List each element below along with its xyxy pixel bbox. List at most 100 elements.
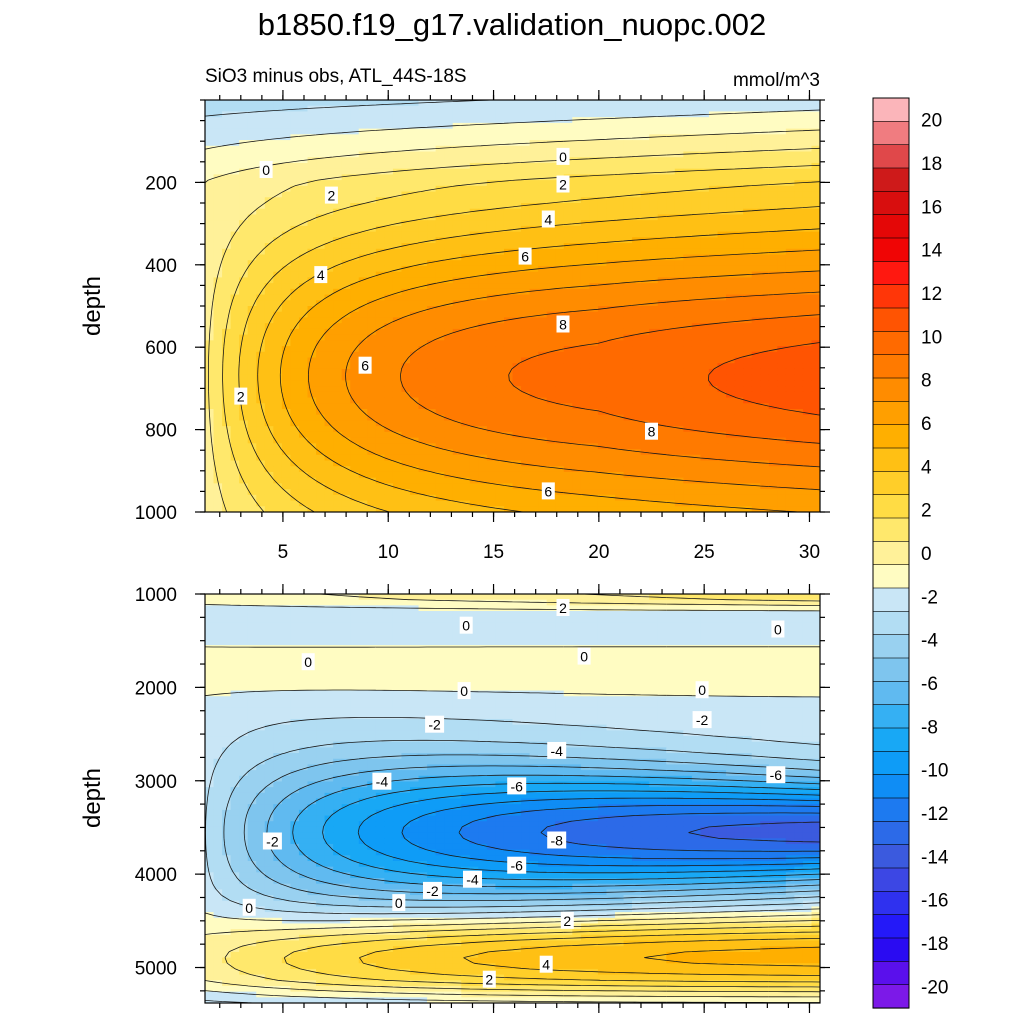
contour-fill-cell (273, 340, 283, 347)
contour-fill-cell (256, 334, 266, 341)
contour-fill-cell (589, 431, 599, 439)
contour-fill-cell (486, 197, 497, 204)
contour-fill-cell (384, 306, 394, 313)
contour-fill-cell (256, 220, 266, 227)
contour-fill-cell (452, 368, 462, 376)
contour-fill-cell (503, 105, 514, 113)
contour-fill-cell (239, 140, 249, 147)
contour-fill-cell (691, 243, 702, 250)
contour-fill-cell (230, 351, 240, 359)
contour-fill-cell (239, 471, 249, 479)
contour-fill-cell (375, 203, 385, 210)
contour-fill-cell (469, 317, 479, 324)
contour-fill-cell (256, 471, 266, 479)
contour-fill-cell (230, 300, 240, 307)
contour-fill-cell (367, 231, 377, 238)
contour-fill-cell (734, 168, 744, 175)
contour-fill-cell (452, 397, 462, 404)
contour-fill-cell (290, 157, 300, 164)
contour-fill-cell (281, 323, 292, 330)
contour-fill-cell (452, 271, 462, 278)
contour-fill-cell (247, 431, 257, 439)
contour-fill-cell (358, 243, 368, 250)
contour-fill-cell (794, 414, 804, 422)
contour-fill-cell (700, 340, 710, 347)
contour-fill-cell (760, 449, 770, 456)
contour-fill-cell (486, 134, 497, 141)
contour-fill-cell (512, 254, 522, 261)
contour-fill-cell (273, 145, 283, 153)
contour-fill-cell (316, 300, 326, 307)
contour-fill-cell (674, 225, 684, 233)
contour-fill-cell (427, 191, 437, 198)
contour-fill-cell (794, 180, 804, 187)
contour-fill-cell (418, 157, 428, 164)
contour-fill-cell (538, 174, 548, 181)
contour-fill-cell (666, 357, 676, 364)
contour-fill-cell (811, 214, 820, 221)
contour-fill-cell (213, 489, 223, 496)
contour-fill-cell (469, 426, 479, 433)
contour-fill-cell (452, 340, 462, 347)
contour-fill-cell (615, 460, 625, 467)
contour-fill-cell (384, 340, 394, 347)
contour-fill-cell (597, 277, 608, 284)
contour-fill-cell (563, 105, 573, 113)
contour-fill-cell (418, 254, 428, 261)
contour-fill-cell (632, 357, 642, 364)
contour-fill-cell (307, 151, 317, 158)
contour-fill-cell (512, 260, 522, 267)
contour-fill-cell (264, 460, 274, 467)
contour-fill-cell (264, 437, 274, 444)
contour-fill-cell (640, 151, 650, 158)
contour-fill-cell (410, 391, 420, 399)
contour-fill-cell (794, 471, 804, 479)
contour-fill-cell (298, 111, 309, 118)
contour-fill-cell (427, 174, 437, 181)
contour-fill-cell (743, 168, 753, 175)
contour-fill-cell (589, 122, 599, 130)
contour-fill-cell (367, 174, 377, 181)
contour-fill-cell (469, 157, 479, 164)
contour-fill-cell (606, 368, 616, 376)
contour-fill-cell (333, 409, 343, 416)
contour-fill-cell (563, 283, 573, 290)
contour-fill-cell (367, 168, 377, 175)
contour-fill-cell (674, 208, 684, 216)
contour-fill-cell (589, 363, 599, 370)
contour-fill-cell (444, 363, 454, 370)
contour-fill-cell (691, 174, 702, 181)
contour-fill-cell (546, 128, 556, 135)
contour-fill-cell (760, 466, 770, 473)
contour-fill-cell (281, 449, 292, 456)
contour-fill-cell (768, 157, 778, 164)
contour-fill-cell (623, 311, 633, 319)
contour-fill-cell (708, 157, 719, 164)
contour-fill-cell (384, 363, 394, 370)
contour-fill-cell (486, 157, 497, 164)
contour-fill-cell (708, 254, 719, 261)
contour-fill-cell (683, 145, 693, 153)
contour-fill-cell (717, 265, 727, 273)
contour-fill-cell (341, 443, 351, 450)
contour-fill-cell (367, 134, 377, 141)
contour-fill-cell (230, 294, 240, 301)
contour-fill-cell (316, 311, 326, 319)
contour-fill-cell (717, 237, 727, 244)
contour-fill-cell (452, 117, 462, 124)
contour-fill-cell (401, 151, 411, 158)
contour-fill-cell (683, 225, 693, 233)
contour-fill-cell (495, 403, 505, 410)
contour-fill-cell (298, 311, 309, 319)
contour-fill-cell (691, 180, 702, 187)
contour-fill-cell (751, 140, 761, 147)
contour-fill-cell (324, 397, 334, 404)
contour-fill-cell (572, 140, 582, 147)
contour-fill-cell (256, 420, 266, 427)
contour-fill-cell (418, 317, 428, 324)
contour-fill-cell (640, 489, 650, 496)
contour-fill-cell (486, 386, 497, 393)
contour-fill-cell (734, 380, 744, 387)
contour-fill-cell (640, 283, 650, 290)
contour-fill-cell (290, 340, 300, 347)
